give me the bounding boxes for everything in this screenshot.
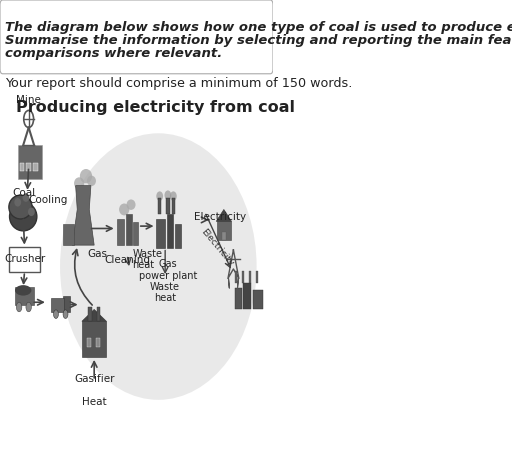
Text: Electricity: Electricity <box>200 227 236 268</box>
Polygon shape <box>82 309 106 321</box>
Bar <box>51 298 63 312</box>
Bar <box>235 288 242 309</box>
Ellipse shape <box>164 190 172 200</box>
Bar <box>33 163 38 171</box>
Bar <box>166 214 174 248</box>
Ellipse shape <box>80 169 92 183</box>
Bar <box>175 224 181 248</box>
Text: Heat: Heat <box>82 397 106 407</box>
Ellipse shape <box>87 176 96 186</box>
Ellipse shape <box>23 193 29 202</box>
Text: The diagram below shows how one type of coal is used to produce electricity.: The diagram below shows how one type of … <box>6 21 512 34</box>
Polygon shape <box>72 186 94 245</box>
Text: Electricity: Electricity <box>194 211 246 222</box>
Bar <box>117 219 124 245</box>
Bar <box>255 271 258 283</box>
Ellipse shape <box>156 191 163 201</box>
Ellipse shape <box>14 198 21 207</box>
Bar <box>172 198 175 214</box>
Text: Waste
heat: Waste heat <box>133 248 162 270</box>
Ellipse shape <box>74 178 84 189</box>
Text: Coal: Coal <box>12 188 35 198</box>
Text: Summarise the information by selecting and reporting the main features, and make: Summarise the information by selecting a… <box>6 34 512 47</box>
Bar <box>243 283 251 309</box>
Text: comparisons where relevant.: comparisons where relevant. <box>6 47 223 60</box>
Bar <box>89 307 92 321</box>
Bar <box>252 290 264 309</box>
Ellipse shape <box>28 208 35 216</box>
Bar <box>15 287 34 305</box>
Bar <box>96 338 100 347</box>
Ellipse shape <box>170 191 177 201</box>
Text: Waste
heat: Waste heat <box>150 282 180 303</box>
Bar <box>87 338 91 347</box>
Text: Mine: Mine <box>16 95 41 105</box>
Bar <box>157 219 165 248</box>
Bar <box>166 198 169 214</box>
Ellipse shape <box>15 285 31 296</box>
Ellipse shape <box>126 199 136 210</box>
Text: Your report should comprise a minimum of 150 words.: Your report should comprise a minimum of… <box>6 77 353 90</box>
Bar <box>97 307 100 321</box>
Bar <box>18 145 42 178</box>
Bar <box>235 271 237 283</box>
Circle shape <box>16 302 22 312</box>
FancyBboxPatch shape <box>0 0 273 74</box>
Text: Cooling: Cooling <box>29 195 68 205</box>
Bar <box>125 214 132 245</box>
Bar <box>27 163 31 171</box>
Bar <box>222 232 226 240</box>
Bar <box>158 198 161 214</box>
Text: Crusher: Crusher <box>4 254 45 265</box>
Circle shape <box>54 310 58 318</box>
Text: Gasifier: Gasifier <box>74 374 114 384</box>
Bar <box>19 163 24 171</box>
Text: Gas: Gas <box>87 248 107 259</box>
Bar <box>249 271 251 283</box>
Ellipse shape <box>119 204 130 215</box>
Text: Cleaning: Cleaning <box>104 255 150 265</box>
Ellipse shape <box>10 202 37 231</box>
Bar <box>242 271 244 283</box>
Circle shape <box>63 310 68 318</box>
Circle shape <box>26 302 31 312</box>
Text: Gas
power plant: Gas power plant <box>139 259 197 281</box>
Text: Producing electricity from coal: Producing electricity from coal <box>16 100 295 115</box>
Bar <box>63 224 74 245</box>
Bar <box>63 296 71 312</box>
Ellipse shape <box>9 195 32 219</box>
FancyBboxPatch shape <box>9 247 40 272</box>
Bar <box>217 221 231 240</box>
Polygon shape <box>216 209 231 221</box>
Bar <box>133 222 138 245</box>
Bar <box>82 321 106 357</box>
Ellipse shape <box>60 133 257 400</box>
